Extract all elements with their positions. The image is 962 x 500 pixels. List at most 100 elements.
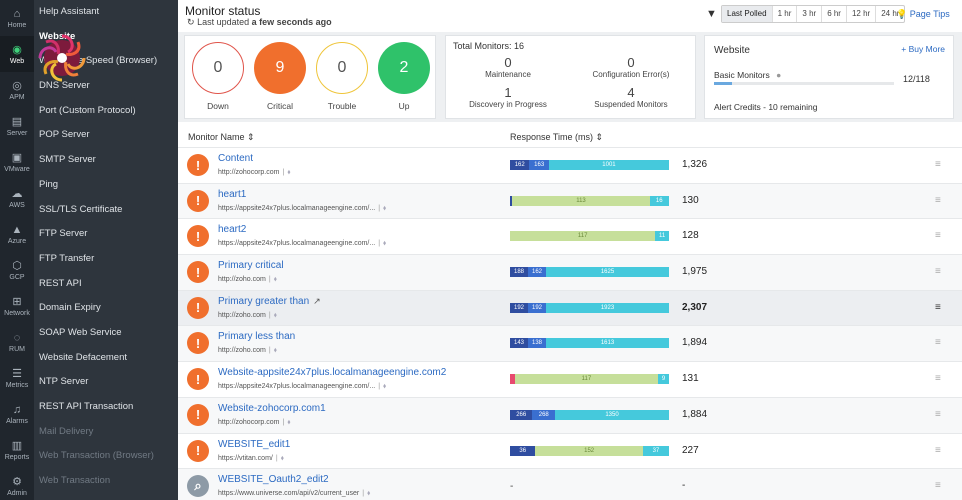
rail-item-azure[interactable]: ▲ Azure bbox=[0, 216, 34, 252]
monitor-name-link[interactable]: WEBSITE_Oauth2_edit2 bbox=[218, 474, 329, 486]
menu-item-port-custom-protocol[interactable]: Port (Custom Protocol) bbox=[39, 104, 136, 116]
rail-item-aws[interactable]: ☁ AWS bbox=[0, 180, 34, 216]
rail-item-apm[interactable]: ◎ APM bbox=[0, 72, 34, 108]
row-menu-icon[interactable]: ≡ bbox=[935, 408, 941, 420]
bar-segment-dns: 143 bbox=[510, 338, 528, 349]
rail-item-gcp[interactable]: ⬡ GCP bbox=[0, 252, 34, 288]
info-icon[interactable]: ● bbox=[776, 70, 782, 80]
maintenance-count[interactable]: 0 Maintenance bbox=[485, 55, 531, 80]
menu-item-soap-web-service[interactable]: SOAP Web Service bbox=[39, 326, 122, 338]
monitor-name-link[interactable]: Primary greater than ↗ bbox=[218, 295, 321, 307]
row-menu-icon[interactable]: ≡ bbox=[935, 337, 941, 349]
rail-item-alarms[interactable]: ♫ Alarms bbox=[0, 396, 34, 432]
rail-item-admin[interactable]: ⚙ Admin bbox=[0, 468, 34, 500]
table-row[interactable]: ! Content http://zohocorp.com | ⬧ 162 163 1001 1… bbox=[178, 147, 962, 183]
menu-item-ping[interactable]: Ping bbox=[39, 178, 59, 190]
menu-item-rest-api[interactable]: REST API bbox=[39, 277, 82, 289]
menu-item-help-assistant[interactable]: Help Assistant bbox=[39, 6, 100, 17]
monitor-name-link[interactable]: Primary less than bbox=[218, 331, 296, 343]
row-menu-icon[interactable]: ≡ bbox=[935, 480, 941, 492]
status-circle-down[interactable]: 0 bbox=[192, 42, 244, 94]
table-row[interactable]: ! Primary critical http://zoho.com | ⬧ 188 162… bbox=[178, 254, 962, 290]
poll-option[interactable]: 6 hr bbox=[822, 6, 847, 22]
monitor-name-link[interactable]: Website-appsite24x7plus.localmanageengin… bbox=[218, 367, 447, 379]
tag-icon[interactable]: ⬧ bbox=[287, 169, 291, 176]
col-monitor-name[interactable]: Monitor Name ⇕ bbox=[188, 132, 255, 142]
monitor-name-link[interactable]: heart2 bbox=[218, 224, 247, 236]
status-circle-trouble[interactable]: 0 bbox=[316, 42, 368, 94]
poll-option[interactable]: 3 hr bbox=[797, 6, 823, 22]
rail-item-metrics[interactable]: ☰ Metrics bbox=[0, 360, 34, 396]
poll-option[interactable]: Last Polled bbox=[722, 6, 773, 22]
tag-icon[interactable]: ⬧ bbox=[383, 240, 387, 248]
monitor-name-link[interactable]: heart1 bbox=[218, 188, 247, 200]
tag-icon[interactable]: ⬧ bbox=[383, 204, 387, 212]
monitor-name-link[interactable]: Website-zohocorp.com1 bbox=[218, 402, 326, 414]
menu-item-domain-expiry[interactable]: Domain Expiry bbox=[39, 302, 101, 314]
monitor-name-link[interactable]: Content bbox=[218, 153, 254, 164]
row-menu-icon[interactable]: ≡ bbox=[935, 194, 941, 206]
poll-option[interactable]: 1 hr bbox=[773, 6, 798, 22]
rail-item-rum[interactable]: ◌ RUM bbox=[0, 324, 34, 360]
poll-option[interactable]: 12 hr bbox=[847, 6, 877, 22]
menu-item-web-page-speed-browser[interactable]: Web Page Speed (Browser) bbox=[39, 55, 158, 67]
filter-icon[interactable]: ▼ bbox=[706, 8, 717, 20]
rail-item-network[interactable]: ⊞ Network bbox=[0, 288, 34, 324]
row-menu-icon[interactable]: ≡ bbox=[935, 230, 941, 242]
tag-icon[interactable]: ⬧ bbox=[280, 454, 284, 462]
row-menu-icon[interactable]: ≡ bbox=[935, 444, 941, 456]
refresh-icon[interactable]: ↻ bbox=[187, 17, 195, 27]
menu-item-website[interactable]: Website bbox=[39, 30, 76, 42]
menu-item-ftp-server[interactable]: FTP Server bbox=[39, 228, 88, 240]
poll-option[interactable]: 24 hr bbox=[881, 9, 900, 18]
table-row[interactable]: ⌕ WEBSITE_Oauth2_edit2 https://www.univers… bbox=[178, 468, 962, 500]
tag-icon[interactable]: ⬧ bbox=[383, 383, 387, 391]
rail-item-home[interactable]: ⌂ Home bbox=[0, 0, 34, 36]
suspended-count[interactable]: 4 Suspended Monitors bbox=[594, 85, 668, 110]
menu-item-website-defacement[interactable]: Website Defacement bbox=[39, 351, 128, 363]
row-menu-icon[interactable]: ≡ bbox=[935, 301, 941, 313]
table-row[interactable]: ! Primary greater than ↗ http://zoho.com | ⬧ 1… bbox=[178, 289, 962, 326]
table-row[interactable]: ! WEBSITE_edit1 https://vtitan.com/| ⬧ 36 152… bbox=[178, 432, 962, 469]
table-row[interactable]: ! Primary less than http://zoho.com | ⬧ 143 13… bbox=[178, 325, 962, 362]
status-circle-up[interactable]: 2 bbox=[378, 42, 430, 94]
col-response-time[interactable]: Response Time (ms) ⇕ bbox=[510, 132, 604, 142]
table-row[interactable]: ! Website-appsite24x7plus.localmanageengi… bbox=[178, 361, 962, 397]
sidebar-menu: Help Assistant Website Web Page Speed (Bro… bbox=[34, 0, 178, 500]
status-circle-critical[interactable]: 9 bbox=[254, 42, 306, 94]
table-row[interactable]: ! heart2 https://appsite24x7plus.localmana… bbox=[178, 218, 962, 255]
page-tips-link[interactable]: 💡 Page Tips bbox=[896, 9, 950, 19]
discovery-count[interactable]: 1 Discovery in Progress bbox=[469, 85, 547, 110]
tag-icon[interactable]: ⬧ bbox=[273, 347, 277, 355]
rail-item-reports[interactable]: ▥ Reports bbox=[0, 432, 34, 468]
config-error-count[interactable]: 0 Configuration Error(s) bbox=[592, 55, 670, 80]
menu-item-rest-api-transaction[interactable]: REST API Transaction bbox=[39, 401, 134, 412]
status-circle-label: Up bbox=[398, 101, 410, 111]
menu-item-ftp-transfer[interactable]: FTP Transfer bbox=[39, 252, 95, 264]
rail-item-label: Azure bbox=[7, 237, 27, 245]
buy-more-link[interactable]: + Buy More bbox=[901, 44, 945, 54]
menu-item-ntp-server[interactable]: NTP Server bbox=[39, 376, 89, 388]
menu-item-ssl-tls-certificate[interactable]: SSL/TLS Certificate bbox=[39, 203, 123, 215]
tag-icon[interactable]: ⬧ bbox=[367, 490, 371, 498]
rail-item-vmware[interactable]: ▣ VMware bbox=[0, 144, 34, 180]
menu-item-dns-server[interactable]: DNS Server bbox=[39, 80, 90, 92]
menu-item-web-transaction[interactable]: Web Transaction bbox=[39, 475, 111, 487]
table-row[interactable]: ! heart1 https://appsite24x7plus.localmana… bbox=[178, 182, 962, 219]
row-menu-icon[interactable]: ≡ bbox=[935, 373, 941, 385]
row-menu-icon[interactable]: ≡ bbox=[935, 266, 941, 278]
monitor-name-link[interactable]: WEBSITE_edit1 bbox=[218, 438, 291, 450]
external-link-icon[interactable]: ↗ bbox=[313, 295, 321, 306]
tag-icon[interactable]: ⬧ bbox=[273, 276, 277, 284]
monitor-name-link[interactable]: Primary critical bbox=[218, 260, 284, 272]
table-row[interactable]: ! Website-zohocorp.com1 http://zohocorp.co… bbox=[178, 396, 962, 433]
menu-item-pop-server[interactable]: POP Server bbox=[39, 129, 90, 141]
row-menu-icon[interactable]: ≡ bbox=[935, 159, 941, 170]
rail-item-web[interactable]: ◉ Web bbox=[0, 36, 34, 72]
menu-item-web-transaction-browser[interactable]: Web Transaction (Browser) bbox=[39, 450, 154, 462]
tag-icon[interactable]: ⬧ bbox=[273, 311, 277, 319]
rail-item-server[interactable]: ▤ Server bbox=[0, 108, 34, 144]
menu-item-mail-delivery[interactable]: Mail Delivery bbox=[39, 425, 94, 437]
tag-icon[interactable]: ⬧ bbox=[287, 418, 291, 426]
menu-item-smtp-server[interactable]: SMTP Server bbox=[39, 154, 96, 166]
